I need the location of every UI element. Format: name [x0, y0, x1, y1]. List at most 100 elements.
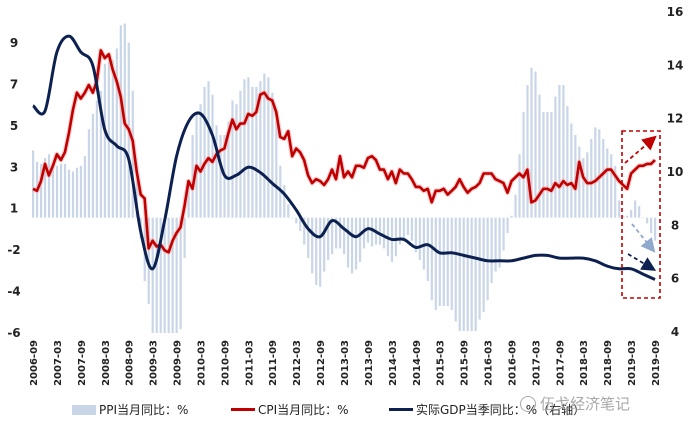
x-tick-label: 2017-09	[555, 340, 566, 386]
x-tick-label: 2012-09	[316, 340, 327, 386]
ppi-bar	[99, 90, 102, 218]
ppi-bar	[626, 215, 629, 218]
x-tick-label: 2018-09	[603, 340, 614, 386]
ppi-bar	[510, 215, 513, 218]
ppi-bar	[506, 217, 509, 234]
ppi-bar	[598, 129, 601, 218]
ppi-bar	[450, 217, 453, 310]
ppi-bar	[251, 86, 254, 218]
ppi-bar	[119, 25, 122, 218]
ppi-bar	[634, 200, 637, 218]
gdp-swatch	[389, 408, 413, 411]
ppi-bar	[235, 104, 238, 218]
ppi-bar	[466, 217, 469, 332]
ppi-bar	[502, 217, 505, 251]
left-tick-label: 9	[10, 36, 18, 50]
ppi-down-arrow-icon	[631, 223, 656, 253]
x-tick-label: 2010-09	[220, 340, 231, 386]
ppi-bar	[618, 200, 621, 218]
ppi-bar	[215, 125, 218, 218]
ppi-bar	[606, 148, 609, 218]
ppi-bar	[239, 90, 242, 218]
x-tick-label: 2009-09	[173, 340, 184, 386]
right-tick-label: 10	[667, 165, 684, 179]
ppi-bar	[263, 73, 266, 218]
x-tick-label: 2015-03	[436, 340, 447, 386]
right-axis: 16 14 12 10 8 6 4	[667, 5, 684, 339]
ppi-bar	[550, 111, 553, 218]
wechat-icon	[520, 395, 536, 412]
ppi-bar	[59, 163, 63, 218]
left-tick-label: 5	[10, 119, 18, 133]
ppi-bar	[446, 217, 449, 307]
ppi-bar	[546, 111, 549, 218]
x-tick-label: 2015-09	[460, 340, 471, 386]
ppi-bar	[594, 127, 597, 218]
ppi-bar	[514, 194, 517, 218]
legend-ppi: PPI当月同比：%	[72, 401, 188, 418]
ppi-bar	[378, 217, 382, 245]
ppi-bar	[638, 206, 641, 218]
ppi-bar	[95, 100, 98, 218]
ppi-bar	[458, 217, 461, 332]
ppi-bar	[32, 150, 35, 218]
ppi-bar	[654, 217, 657, 241]
ppi-bar	[562, 85, 565, 218]
ppi-bar	[199, 104, 202, 218]
ppi-bar	[582, 158, 585, 218]
ppi-bar	[454, 217, 457, 322]
legend-gdp: 实际GDP当季同比：%（右轴）	[389, 401, 585, 418]
x-tick-label: 2019-09	[651, 340, 662, 386]
left-tick-label: -6	[7, 326, 20, 340]
x-tick-label: 2007-09	[77, 340, 88, 386]
x-tick-label: 2007-03	[53, 340, 64, 386]
ppi-bar	[287, 204, 290, 218]
ppi-bar	[339, 217, 342, 249]
ppi-bar	[211, 94, 214, 218]
ppi-bar	[578, 146, 581, 218]
ppi-bar	[522, 111, 525, 218]
ppi-bar	[534, 71, 537, 218]
legend-ppi-label: PPI当月同比：%	[99, 403, 189, 417]
gdp-line	[31, 34, 656, 281]
ppi-bar	[462, 217, 465, 332]
x-tick-label: 2008-09	[125, 340, 136, 386]
ppi-bar	[554, 96, 557, 218]
x-tick-label: 2017-03	[531, 340, 542, 386]
ppi-bar	[163, 217, 166, 333]
ppi-bar	[71, 171, 75, 218]
ppi-bar	[203, 86, 206, 218]
ppi-bar	[55, 165, 59, 218]
ppi-bar	[75, 167, 79, 218]
ppi-bar	[442, 217, 445, 307]
ppi-bar	[87, 129, 91, 218]
ppi-bar	[231, 100, 234, 218]
ppi-bar	[315, 217, 318, 285]
legend-gdp-label: 实际GDP当季同比：%（右轴）	[416, 403, 586, 417]
ppi-bar	[179, 217, 182, 330]
cpi-up-arrow-icon	[624, 135, 657, 164]
ppi-bar	[538, 94, 541, 218]
ppi-bar	[418, 217, 421, 260]
x-tick-label: 2016-03	[484, 340, 495, 386]
legend: PPI当月同比：% CPI当月同比：% 实际GDP当季同比：%（右轴）	[0, 401, 692, 421]
ppi-bar	[434, 217, 437, 310]
ppi-bar	[291, 217, 294, 219]
ppi-bar	[323, 217, 326, 272]
ppi-bar	[43, 158, 47, 218]
ppi-bar	[590, 138, 593, 218]
left-tick-label: 3	[10, 160, 18, 174]
ppi-bar	[111, 60, 114, 218]
ppi-bar	[426, 217, 429, 282]
x-tick-label: 2010-03	[197, 340, 208, 386]
annotations	[621, 130, 661, 299]
ppi-bar	[47, 154, 51, 218]
right-tick-label: 14	[667, 58, 684, 72]
ppi-bar	[167, 217, 170, 333]
ppi-bar	[247, 77, 250, 218]
ppi-bar	[283, 184, 286, 218]
x-tick-label: 2011-03	[244, 340, 255, 386]
right-tick-label: 12	[667, 112, 684, 126]
gdp-down-arrow-icon	[627, 253, 657, 271]
ppi-bar	[650, 217, 653, 234]
